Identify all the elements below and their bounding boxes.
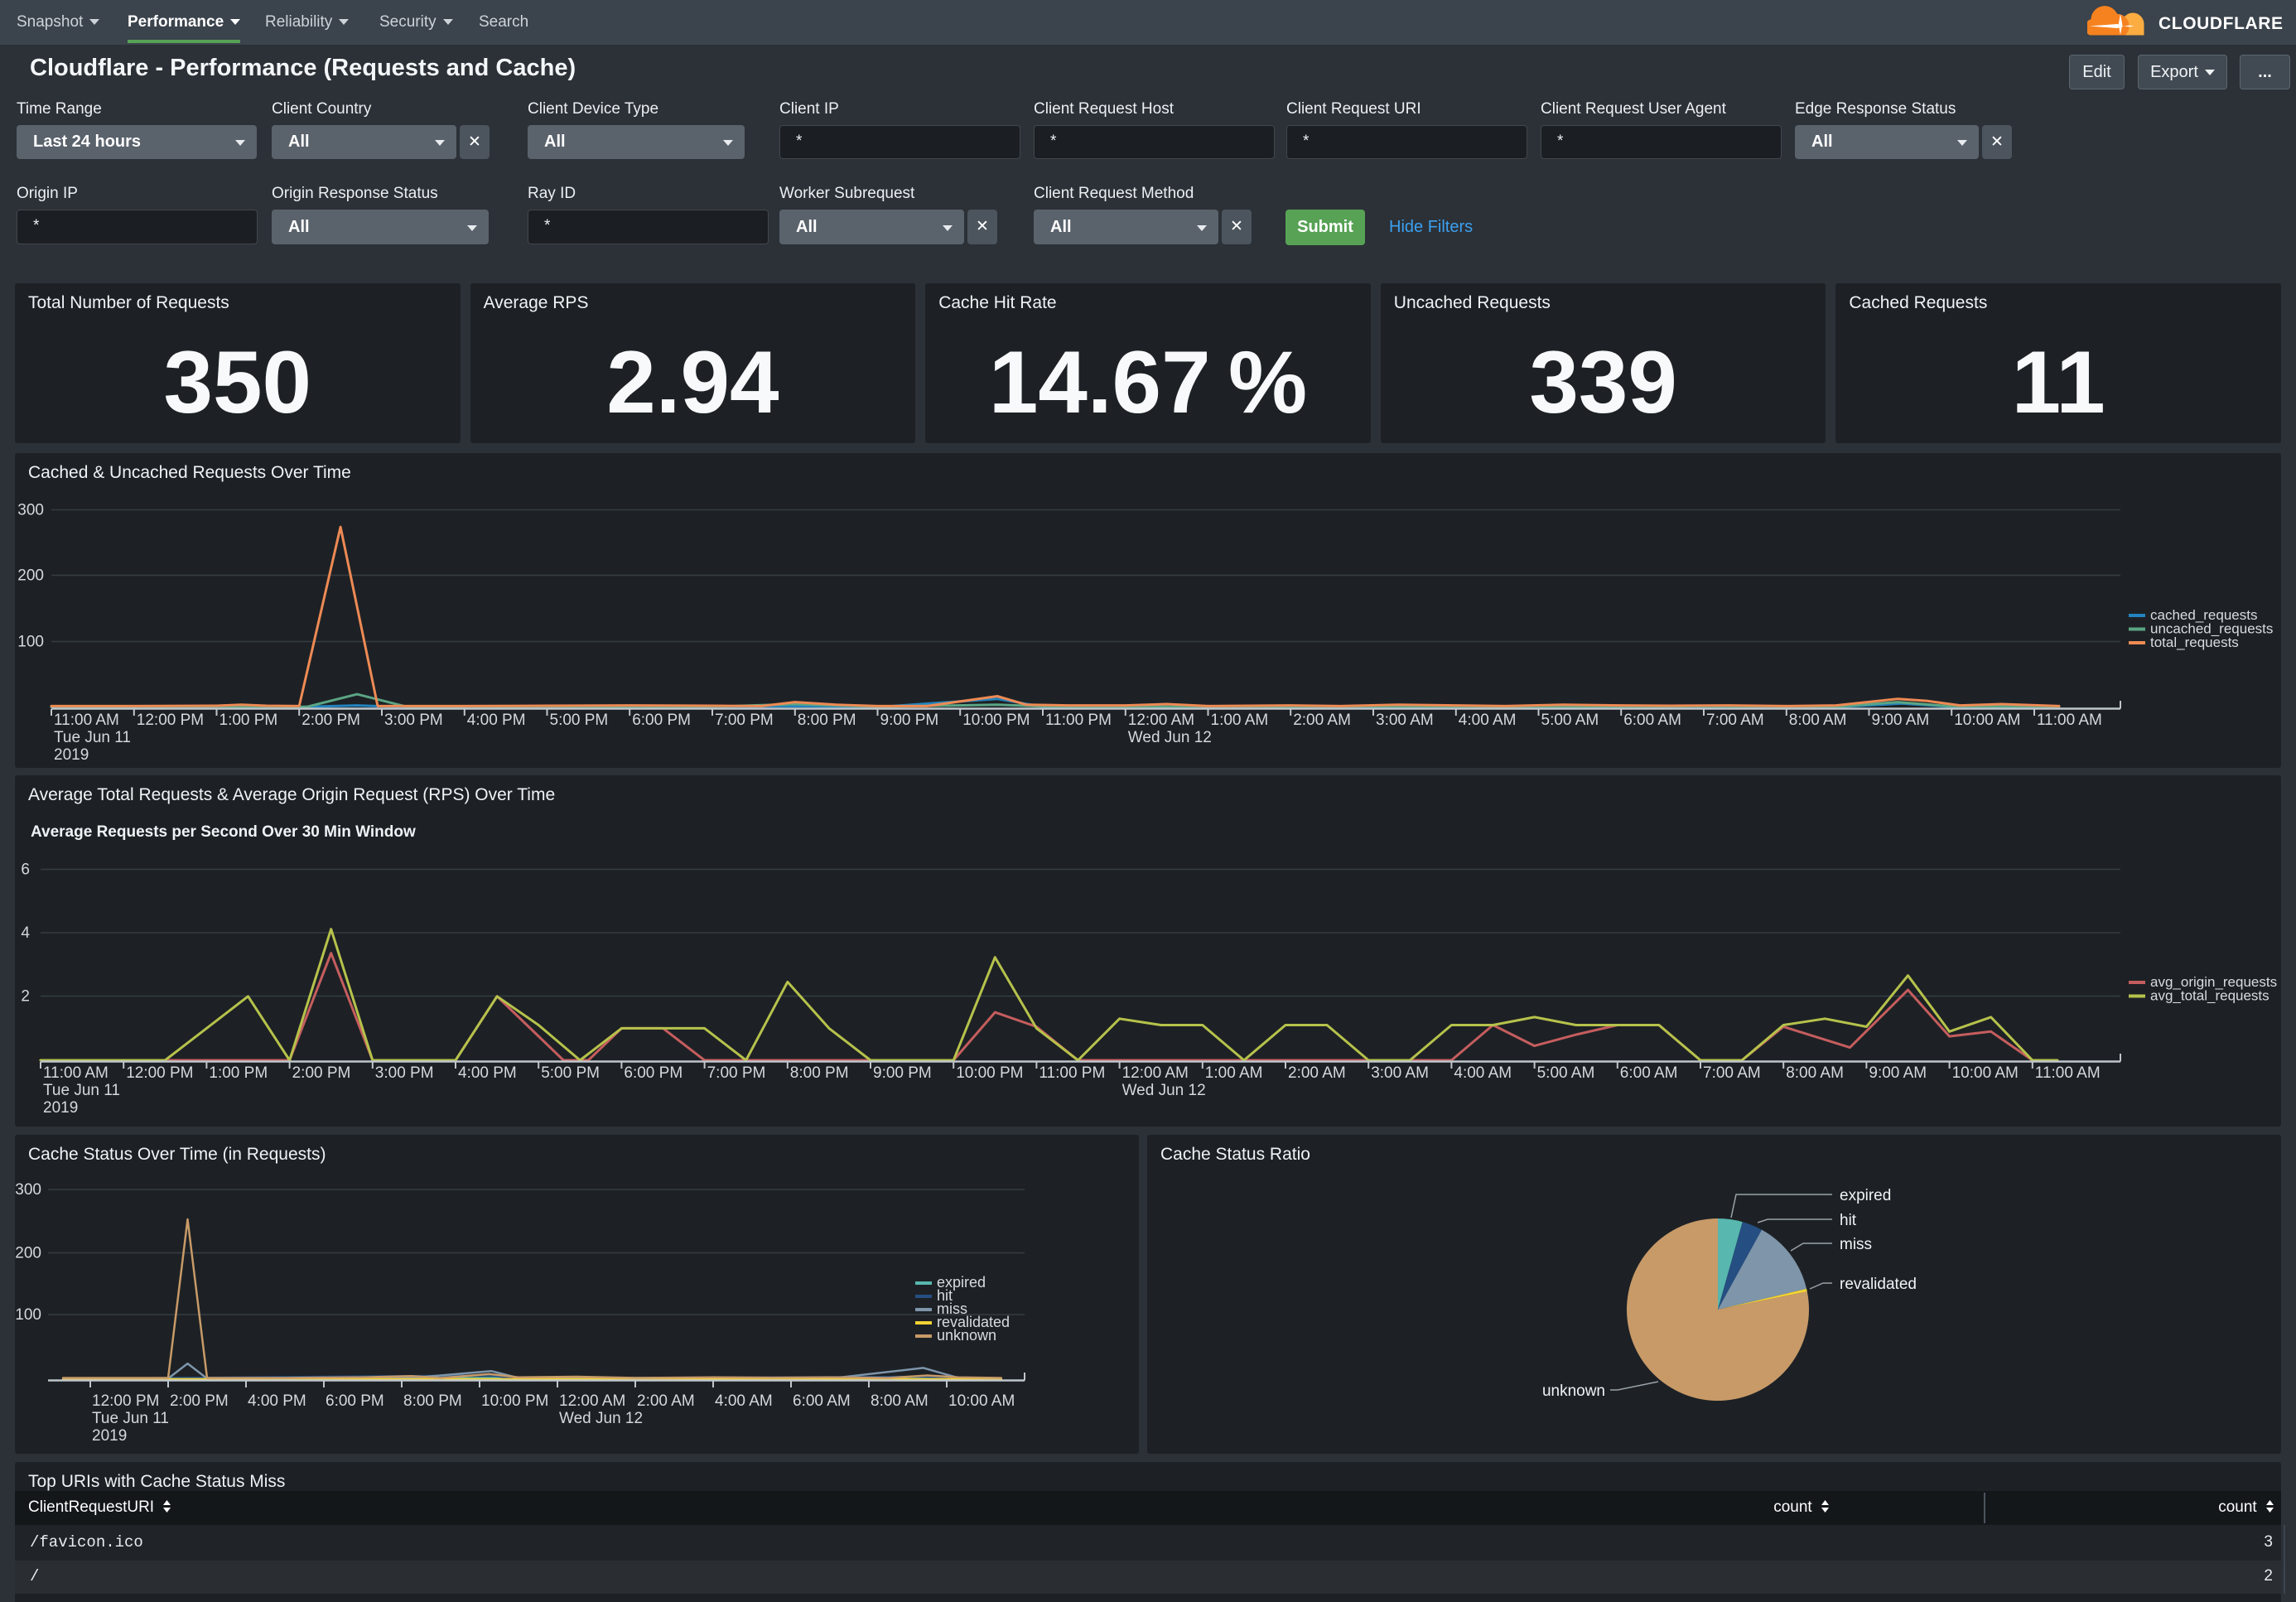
svg-text:Wed Jun 12: Wed Jun 12 bbox=[1122, 1082, 1206, 1099]
svg-text:7:00 PM: 7:00 PM bbox=[707, 1064, 766, 1082]
svg-text:12:00 PM: 12:00 PM bbox=[126, 1064, 193, 1082]
svg-text:6:00 PM: 6:00 PM bbox=[632, 712, 691, 729]
svg-text:6: 6 bbox=[21, 861, 30, 879]
svg-text:4:00 AM: 4:00 AM bbox=[715, 1392, 773, 1410]
svg-text:10:00 AM: 10:00 AM bbox=[948, 1392, 1015, 1410]
svg-text:revalidated: revalidated bbox=[937, 1314, 1010, 1330]
svg-text:uncached_requests: uncached_requests bbox=[2150, 621, 2273, 637]
svg-text:8:00 AM: 8:00 AM bbox=[1789, 712, 1847, 729]
svg-text:2019: 2019 bbox=[54, 746, 89, 764]
svg-text:unknown: unknown bbox=[937, 1327, 996, 1344]
svg-text:11:00 AM: 11:00 AM bbox=[54, 712, 119, 729]
svg-text:revalidated: revalidated bbox=[1840, 1276, 1917, 1293]
svg-text:12:00 AM: 12:00 AM bbox=[559, 1392, 625, 1410]
svg-text:11:00 AM: 11:00 AM bbox=[43, 1064, 109, 1082]
svg-text:4:00 PM: 4:00 PM bbox=[467, 712, 526, 729]
svg-text:10:00 AM: 10:00 AM bbox=[1954, 712, 2020, 729]
svg-text:100: 100 bbox=[17, 634, 44, 651]
svg-text:3:00 AM: 3:00 AM bbox=[1371, 1064, 1429, 1082]
svg-text:Tue Jun 11: Tue Jun 11 bbox=[43, 1082, 120, 1099]
svg-text:2019: 2019 bbox=[92, 1427, 127, 1445]
svg-text:12:00 AM: 12:00 AM bbox=[1122, 1064, 1189, 1082]
svg-text:12:00 PM: 12:00 PM bbox=[92, 1392, 159, 1410]
svg-text:5:00 AM: 5:00 AM bbox=[1537, 1064, 1595, 1082]
svg-text:6:00 PM: 6:00 PM bbox=[624, 1064, 683, 1082]
svg-text:2019: 2019 bbox=[43, 1099, 78, 1117]
svg-text:2:00 AM: 2:00 AM bbox=[1288, 1064, 1346, 1082]
svg-text:hit: hit bbox=[1840, 1212, 1857, 1229]
svg-text:avg_origin_requests: avg_origin_requests bbox=[2150, 974, 2277, 990]
svg-text:100: 100 bbox=[15, 1306, 41, 1324]
svg-text:1:00 AM: 1:00 AM bbox=[1205, 1064, 1263, 1082]
svg-text:4:00 PM: 4:00 PM bbox=[248, 1392, 306, 1410]
svg-text:10:00 PM: 10:00 PM bbox=[956, 1064, 1023, 1082]
svg-text:7:00 PM: 7:00 PM bbox=[715, 712, 774, 729]
svg-text:10:00 AM: 10:00 AM bbox=[1952, 1064, 2019, 1082]
svg-text:3:00 PM: 3:00 PM bbox=[384, 712, 443, 729]
svg-text:cached_requests: cached_requests bbox=[2150, 607, 2257, 623]
svg-text:1:00 AM: 1:00 AM bbox=[1211, 712, 1269, 729]
svg-text:12:00 AM: 12:00 AM bbox=[1128, 712, 1194, 729]
svg-text:10:00 PM: 10:00 PM bbox=[481, 1392, 548, 1410]
svg-text:8:00 PM: 8:00 PM bbox=[790, 1064, 849, 1082]
svg-text:Wed Jun 12: Wed Jun 12 bbox=[1128, 729, 1212, 746]
svg-text:5:00 PM: 5:00 PM bbox=[550, 712, 609, 729]
svg-text:9:00 PM: 9:00 PM bbox=[873, 1064, 932, 1082]
svg-text:300: 300 bbox=[15, 1181, 41, 1199]
svg-text:9:00 AM: 9:00 AM bbox=[1869, 1064, 1927, 1082]
svg-text:6:00 AM: 6:00 AM bbox=[1623, 712, 1681, 729]
svg-text:expired: expired bbox=[1840, 1187, 1891, 1204]
svg-text:8:00 AM: 8:00 AM bbox=[871, 1392, 929, 1410]
svg-text:7:00 AM: 7:00 AM bbox=[1706, 712, 1764, 729]
svg-text:1:00 PM: 1:00 PM bbox=[219, 712, 278, 729]
svg-text:11:00 AM: 11:00 AM bbox=[2037, 712, 2102, 729]
svg-text:11:00 PM: 11:00 PM bbox=[1039, 1064, 1105, 1082]
svg-text:3:00 AM: 3:00 AM bbox=[1376, 712, 1434, 729]
svg-text:avg_total_requests: avg_total_requests bbox=[2150, 988, 2269, 1004]
svg-text:6:00 AM: 6:00 AM bbox=[793, 1392, 851, 1410]
svg-text:CLOUDFLARE: CLOUDFLARE bbox=[2159, 14, 2284, 33]
svg-text:11:00 PM: 11:00 PM bbox=[1045, 712, 1112, 729]
svg-text:6:00 AM: 6:00 AM bbox=[1620, 1064, 1678, 1082]
svg-text:5:00 AM: 5:00 AM bbox=[1541, 712, 1599, 729]
svg-text:11:00 AM: 11:00 AM bbox=[2035, 1064, 2101, 1082]
svg-text:200: 200 bbox=[15, 1245, 41, 1262]
svg-text:miss: miss bbox=[937, 1300, 967, 1317]
svg-text:10:00 PM: 10:00 PM bbox=[962, 712, 1030, 729]
svg-text:9:00 AM: 9:00 AM bbox=[1872, 712, 1930, 729]
svg-text:2:00 PM: 2:00 PM bbox=[170, 1392, 229, 1410]
svg-text:hit: hit bbox=[937, 1287, 953, 1304]
svg-text:7:00 AM: 7:00 AM bbox=[1703, 1064, 1761, 1082]
svg-text:8:00 PM: 8:00 PM bbox=[403, 1392, 462, 1410]
svg-text:2:00 PM: 2:00 PM bbox=[292, 1064, 351, 1082]
svg-text:3:00 PM: 3:00 PM bbox=[375, 1064, 434, 1082]
svg-text:2: 2 bbox=[21, 988, 30, 1006]
svg-text:Tue Jun 11: Tue Jun 11 bbox=[54, 729, 131, 746]
svg-text:6:00 PM: 6:00 PM bbox=[326, 1392, 384, 1410]
svg-text:4:00 AM: 4:00 AM bbox=[1459, 712, 1517, 729]
svg-text:8:00 AM: 8:00 AM bbox=[1786, 1064, 1844, 1082]
svg-text:4:00 PM: 4:00 PM bbox=[458, 1064, 517, 1082]
svg-text:4: 4 bbox=[21, 924, 30, 942]
svg-text:4:00 AM: 4:00 AM bbox=[1454, 1064, 1512, 1082]
svg-text:300: 300 bbox=[17, 502, 44, 519]
svg-text:12:00 PM: 12:00 PM bbox=[137, 712, 204, 729]
svg-text:5:00 PM: 5:00 PM bbox=[541, 1064, 600, 1082]
svg-text:2:00 AM: 2:00 AM bbox=[1293, 712, 1351, 729]
svg-text:total_requests: total_requests bbox=[2150, 635, 2239, 650]
svg-text:2:00 PM: 2:00 PM bbox=[301, 712, 360, 729]
svg-text:8:00 PM: 8:00 PM bbox=[798, 712, 856, 729]
svg-text:Wed Jun 12: Wed Jun 12 bbox=[559, 1410, 643, 1427]
svg-text:unknown: unknown bbox=[1542, 1382, 1605, 1400]
svg-text:miss: miss bbox=[1840, 1236, 1872, 1253]
svg-text:9:00 PM: 9:00 PM bbox=[880, 712, 939, 729]
svg-text:2:00 AM: 2:00 AM bbox=[637, 1392, 695, 1410]
svg-text:1:00 PM: 1:00 PM bbox=[209, 1064, 268, 1082]
svg-text:expired: expired bbox=[937, 1274, 986, 1291]
svg-text:Tue Jun 11: Tue Jun 11 bbox=[92, 1410, 169, 1427]
svg-text:200: 200 bbox=[17, 567, 44, 585]
